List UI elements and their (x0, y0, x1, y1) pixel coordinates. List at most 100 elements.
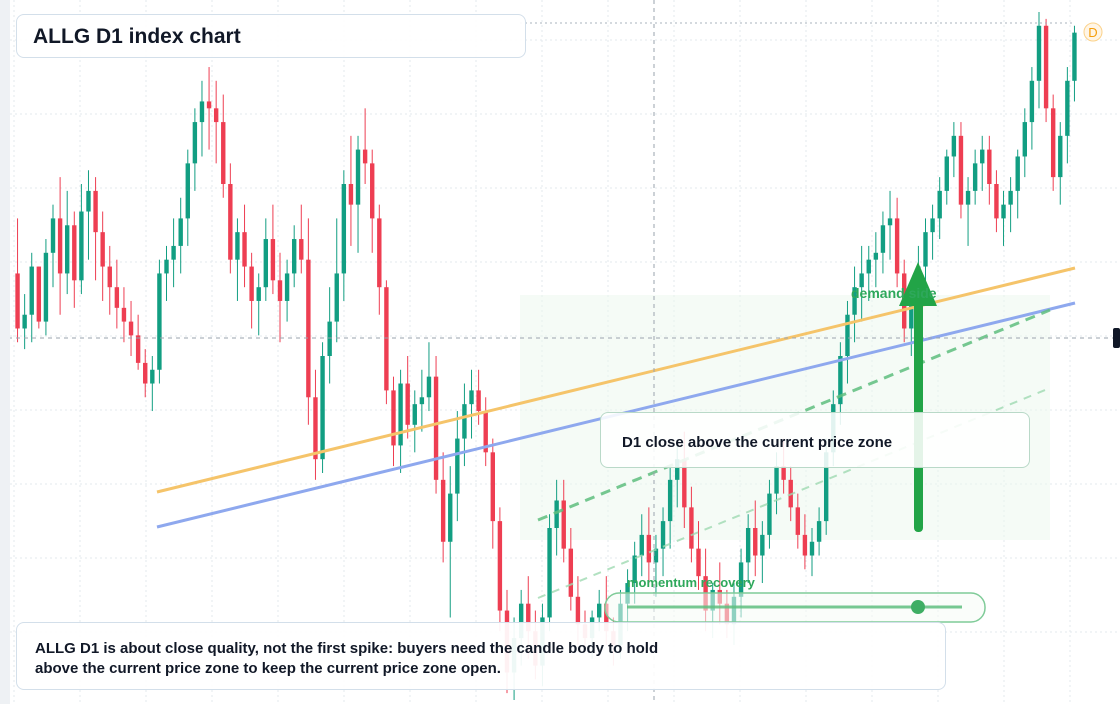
candle-body (178, 218, 183, 246)
candle-body (554, 500, 559, 528)
candle-body (398, 383, 403, 446)
candle-body (242, 232, 247, 267)
candle-body (270, 239, 276, 281)
candle-body (440, 479, 446, 542)
candle-body (795, 507, 801, 535)
candle-body (597, 603, 602, 618)
candle-body (980, 149, 985, 164)
candle-body (1029, 80, 1035, 123)
candle-body (135, 335, 141, 363)
candle (235, 218, 240, 301)
candle-body (79, 211, 84, 281)
candle-body (157, 273, 162, 370)
candle-body (1072, 32, 1077, 81)
candle-body (809, 541, 815, 556)
candle (497, 507, 503, 632)
timeframe-badge[interactable] (1083, 22, 1103, 42)
candle-body (164, 259, 169, 274)
candle-body (228, 184, 233, 260)
candle (923, 218, 928, 288)
candle (568, 528, 574, 611)
candle-body (412, 404, 417, 425)
candle-body (930, 218, 935, 233)
candle (199, 80, 205, 157)
candle (469, 369, 474, 439)
candle (958, 122, 964, 219)
candle (79, 184, 84, 295)
candle-body (951, 135, 957, 157)
candle (1015, 149, 1020, 219)
candle-body (277, 280, 283, 301)
candle (72, 211, 77, 308)
candle (1072, 25, 1077, 102)
candle (157, 259, 162, 384)
dashed-channel-lower (537, 387, 1051, 599)
callout-card: D1 close above the current price zone (600, 412, 1030, 468)
candle (50, 204, 56, 288)
candle (313, 369, 318, 480)
candle (242, 204, 247, 288)
candle-body (469, 390, 474, 405)
candle-body (50, 218, 56, 253)
candle (135, 314, 141, 370)
demand-side-label: demand side (851, 285, 937, 301)
candle-body (306, 259, 311, 398)
candle (660, 507, 666, 577)
candle-body (802, 534, 808, 556)
candle (476, 369, 481, 425)
candle-body (1050, 108, 1056, 178)
candle (299, 204, 304, 274)
candle (972, 149, 978, 205)
candle (696, 521, 701, 590)
candle-body (909, 300, 914, 329)
candle (455, 411, 460, 522)
candle-body (972, 163, 978, 191)
candle (753, 500, 758, 577)
candle-body (852, 287, 857, 315)
candle-body (675, 459, 680, 480)
candle (284, 259, 290, 322)
candle-body (1036, 25, 1042, 81)
candle (1065, 67, 1070, 164)
candle (767, 479, 772, 549)
candle (65, 190, 70, 295)
candle (114, 259, 120, 329)
timeframe-badge-label: D (1088, 25, 1097, 40)
candle-body (100, 232, 105, 267)
candle (859, 245, 864, 322)
candle-body (15, 273, 20, 329)
candle-body (65, 225, 70, 274)
candle (894, 197, 900, 288)
candle-body (639, 534, 644, 556)
candle (852, 266, 857, 343)
candle (845, 300, 850, 384)
candle-body (1043, 25, 1049, 109)
candle (809, 528, 815, 577)
candle-body (377, 218, 382, 288)
candle (391, 376, 396, 467)
title-card: ALLG D1 index chart (16, 14, 526, 58)
candle-body (653, 548, 659, 563)
candle-body (646, 534, 652, 563)
candle-body (987, 149, 992, 184)
candle-body (1065, 80, 1070, 136)
candle (937, 177, 942, 240)
candle-body (341, 184, 347, 274)
candle (355, 135, 361, 253)
page-title: ALLG D1 index chart (33, 25, 241, 48)
candle-body (348, 184, 354, 205)
candle (256, 273, 261, 336)
momentum-handle[interactable] (911, 600, 925, 614)
candle-body (235, 232, 240, 260)
candle-body (72, 225, 77, 281)
candle-body (263, 239, 269, 288)
candle-body (689, 507, 694, 549)
candle-layer (15, 12, 1077, 700)
candle-body (433, 376, 439, 480)
candle (377, 204, 382, 315)
candle-body (199, 101, 205, 123)
candle-body (249, 266, 254, 301)
candle-body (526, 603, 531, 632)
candle (802, 514, 808, 570)
